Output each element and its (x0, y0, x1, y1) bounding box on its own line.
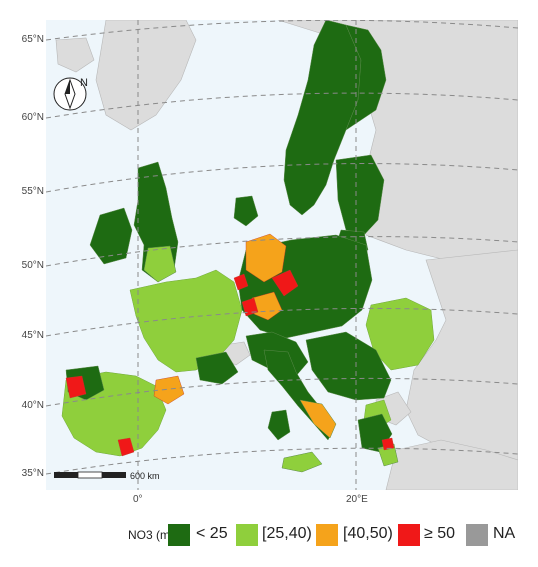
legend-swatch-25-40 (236, 524, 258, 546)
scale-bar: 600 km (54, 471, 160, 481)
north-label: N (80, 77, 88, 89)
legend-swatch-na (466, 524, 488, 546)
non-eu-land (55, 20, 518, 490)
lat-label-65: 65°N (21, 34, 44, 45)
north-arrow: N (53, 77, 88, 111)
legend-label-ge50: ≥ 50 (424, 525, 456, 542)
region-hotspots (65, 233, 395, 457)
region-nordic (283, 20, 387, 236)
legend-label-40-50: [40,50) (343, 525, 393, 542)
graticule (46, 20, 518, 490)
legend-swatch-lt25 (168, 524, 190, 546)
lat-label-60: 60°N (21, 112, 44, 123)
legend-label-na: NA (493, 525, 516, 542)
lon-label-20e: 20°E (346, 494, 368, 505)
lat-label-45: 45°N (21, 330, 44, 341)
lat-label-50: 50°N (21, 260, 44, 271)
legend-swatch-ge50 (398, 524, 420, 546)
legend: NO3 (mg/l) < 25 [25,40) [40,50) ≥ 50 NA (0, 520, 538, 550)
lat-label-55: 55°N (21, 186, 44, 197)
map-panel: N 600 km (46, 20, 518, 490)
scale-bar-label: 600 km (130, 471, 160, 481)
lat-label-40: 40°N (21, 400, 44, 411)
region-british-isles (89, 161, 179, 283)
europe-map: N 600 km (46, 20, 518, 490)
lat-label-35: 35°N (21, 468, 44, 479)
legend-swatch-40-50 (316, 524, 338, 546)
region-italy (263, 349, 337, 473)
lon-label-0: 0° (133, 494, 143, 505)
legend-label-lt25: < 25 (196, 525, 228, 542)
legend-label-25-40: [25,40) (262, 525, 312, 542)
